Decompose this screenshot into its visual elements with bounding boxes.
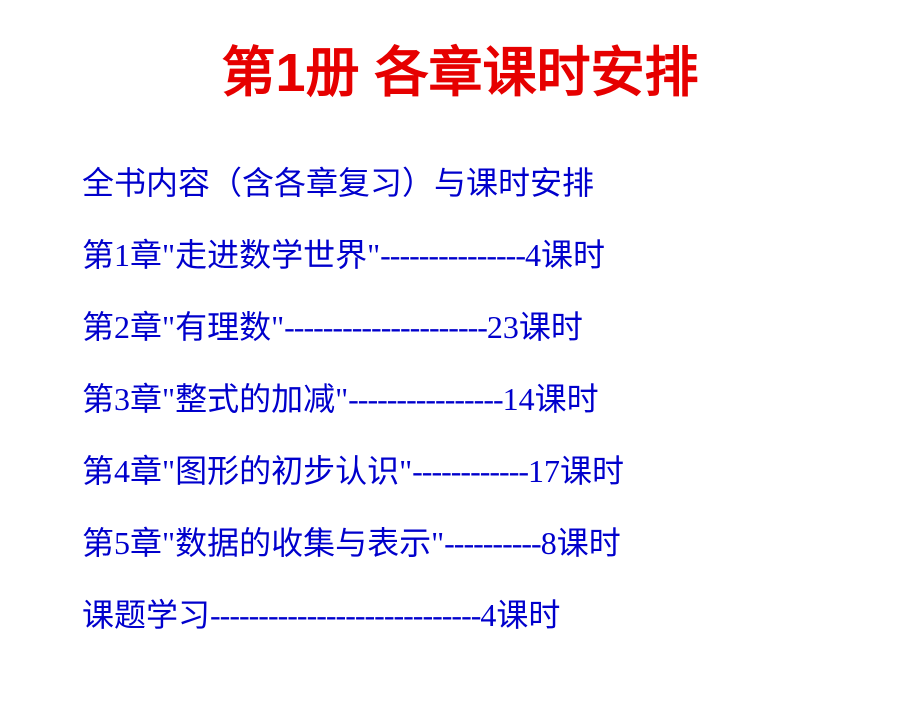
chapter-hours: 23课时 — [487, 291, 583, 363]
chapter-label: 课题学习 — [82, 579, 210, 651]
chapter-dashes: ---------------- — [348, 363, 503, 435]
subtitle-line: 全书内容（含各章复习）与课时安排 — [82, 147, 850, 219]
chapter-label: 第5章"数据的收集与表示" — [82, 507, 444, 579]
chapter-label: 第2章"有理数" — [82, 291, 284, 363]
chapter-hours: 4课时 — [525, 219, 605, 291]
chapter-dashes: ---------- — [444, 507, 541, 579]
chapter-label: 第4章"图形的初步认识" — [82, 435, 412, 507]
chapter-hours: 8课时 — [541, 507, 621, 579]
page-title: 第1册 各章课时安排 — [0, 28, 920, 107]
chapter-row: 第3章"整式的加减"----------------14课时 — [82, 363, 850, 435]
title-text: 第1册 各章课时安排 — [221, 43, 698, 103]
chapter-list: 第1章"走进数学世界"---------------4课时第2章"有理数"---… — [82, 219, 850, 651]
chapter-dashes: ---------------------------- — [210, 579, 480, 651]
chapter-label: 第3章"整式的加减" — [82, 363, 348, 435]
content-block: 全书内容（含各章复习）与课时安排 第1章"走进数学世界"------------… — [0, 147, 920, 651]
chapter-dashes: --------------------- — [284, 291, 487, 363]
chapter-dashes: --------------- — [380, 219, 525, 291]
chapter-row: 第4章"图形的初步认识"------------17课时 — [82, 435, 850, 507]
chapter-row: 课题学习----------------------------4课时 — [82, 579, 850, 651]
chapter-row: 第1章"走进数学世界"---------------4课时 — [82, 219, 850, 291]
subtitle-text: 全书内容（含各章复习）与课时安排 — [82, 147, 594, 219]
chapter-label: 第1章"走进数学世界" — [82, 219, 380, 291]
chapter-hours: 17课时 — [528, 435, 624, 507]
chapter-dashes: ------------ — [412, 435, 528, 507]
chapter-hours: 14课时 — [503, 363, 599, 435]
chapter-row: 第2章"有理数"---------------------23课时 — [82, 291, 850, 363]
chapter-hours: 4课时 — [480, 579, 560, 651]
chapter-row: 第5章"数据的收集与表示"----------8课时 — [82, 507, 850, 579]
